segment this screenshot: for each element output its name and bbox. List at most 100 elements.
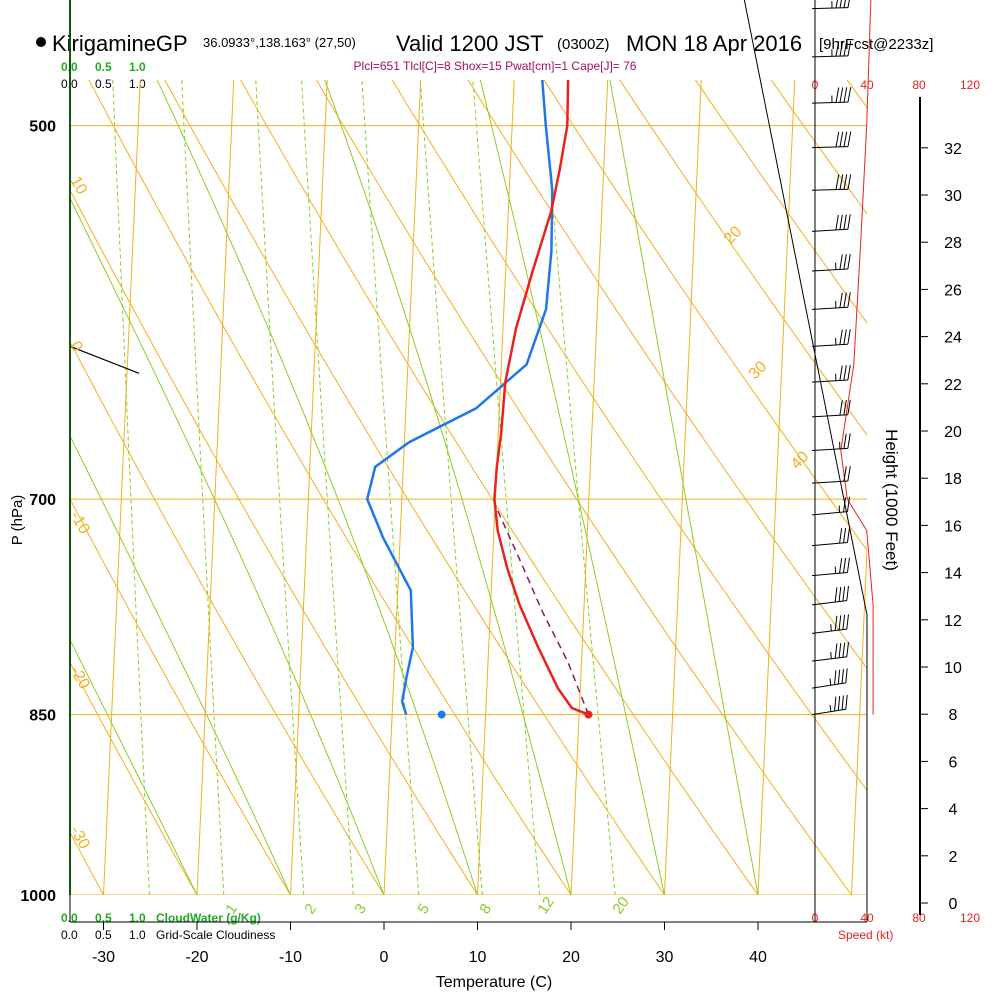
x-axis-title: Temperature (C) [436,974,552,991]
cloud-scale-bottom-black-0: 0.0 [61,928,78,942]
wind-barb-flag [847,433,851,449]
wind-barb-flag [843,0,846,8]
wind-barb-flag [835,41,840,57]
wind-barb-flag [843,254,847,270]
wind-barb-flag [842,642,846,658]
wind-barb-flag [843,214,847,230]
wind-barb-flag [847,131,852,147]
wind-barb-flag [846,527,851,543]
sounding-traces [365,80,593,719]
temperature-tick-label: 40 [749,949,767,966]
wind-barb-staff [811,447,848,451]
dry-adiabat-line [164,80,665,895]
height-tick-label: 8 [949,707,958,724]
wind-barb-staff [811,682,846,689]
temperature-tick-label: 10 [469,949,487,966]
wind-barb-flag [835,0,838,9]
wind-barb [811,40,852,58]
dry-adiabat-line [467,80,867,670]
wind-barb-flag [846,496,851,512]
cloud-scale-top-green-2: 1.0 [129,60,146,74]
dry-adiabat-line [70,498,291,895]
wind-barb-flag [835,87,840,103]
wind-barb-flag [834,696,837,712]
wind-barb [811,465,851,484]
valid-date: MON 18 Apr 2016 [626,31,802,56]
valid-zulu: (0300Z) [557,36,610,53]
wind-barb-flag [839,528,843,544]
temperature-tick-label: 20 [562,949,580,966]
wind-barb-staff [811,343,848,347]
height-tick-label: 10 [944,660,962,677]
wind-barb-flag [834,587,838,603]
wind-barb [811,87,852,104]
wind-barb-flag [839,292,843,308]
wind-barb-flag [839,174,844,190]
wind-barb-staff [811,414,848,418]
wind-barb-flag [834,643,838,659]
parcel-trace [496,508,590,715]
wind-barb-flag [838,586,842,602]
wind-barb-flag [838,643,842,658]
wind-barb [811,292,851,310]
temperature-tick-label: -10 [279,949,302,966]
wind-barb-flag [847,214,851,230]
mixing-ratio-label: 12 [534,894,557,917]
moist-adiabat-line [324,80,572,895]
wind-barb [811,131,852,149]
wind-barb-flag [847,0,850,8]
cloud-scale-bottom-black-1: 0.5 [95,928,112,942]
pressure-tick-label: 500 [29,119,56,136]
speed-axis-label: Speed (kt) [838,928,893,942]
forecast-tag: [9hrFcst@2233z] [819,36,933,53]
frame-right-slant [743,0,868,922]
wind-barb-flag [847,399,851,415]
wind-barb-flag [845,668,848,683]
valid-time: Valid 1200 JST [396,31,544,56]
isotherm-line [851,539,867,895]
wind-barb-flag [843,466,847,482]
station-coords: 36.0933°,138.163° (27,50) [203,35,356,50]
wind-barb [811,174,852,191]
moist-adiabat-line [70,434,291,895]
dry-adiabat-line [240,80,759,895]
wind-barb-flag [846,557,851,573]
wind-barb-flag [846,614,849,630]
wind-barb-flag [835,214,839,231]
wind-barb [811,614,849,634]
wind-speed-trace [840,0,874,715]
wind-barb-staff [811,480,848,484]
wind-barb-staff [811,379,848,383]
height-tick-label: 14 [944,566,962,583]
wind-barb-flag [843,40,848,57]
height-tick-label: 28 [944,235,962,252]
wind-barb-flag [839,254,843,270]
wind-barb-flag [835,131,840,148]
wind-barb-staff [811,708,846,716]
pressure-tick-label: 1000 [20,888,56,905]
pressure-tick-label: 850 [29,708,56,725]
height-axis-title: Height (1000 Feet) [882,429,901,571]
temperature-tick-label: -30 [92,949,115,966]
speed-tick-bottom-3: 120 [960,911,980,925]
speed-tick-top-1: 40 [860,78,874,92]
wind-barb-flag [839,87,844,103]
wind-barb-flag [837,696,841,711]
wind-barb-flag [837,669,841,685]
cloud-scale-top-black-2: 1.0 [129,77,146,91]
wind-barb [811,365,851,383]
temperature-tick-label: 0 [380,949,389,966]
mixing-ratio-label: 20 [609,894,632,917]
dry-adiabat-line [70,661,198,895]
dry-adiabat-line [70,189,478,895]
wind-barb-staff [811,541,848,547]
temperature-tick-label: 30 [656,949,674,966]
dry-adiabat-label: 10 [67,174,91,198]
dry-adiabat-line [619,80,867,436]
wind-barb-flag [847,329,851,345]
wind-barb-flag [839,329,843,345]
wind-barb-staff [811,306,848,310]
wind-barb-flag [843,399,847,416]
dry-adiabat-line [88,80,572,895]
wind-barb-flag [843,557,847,573]
